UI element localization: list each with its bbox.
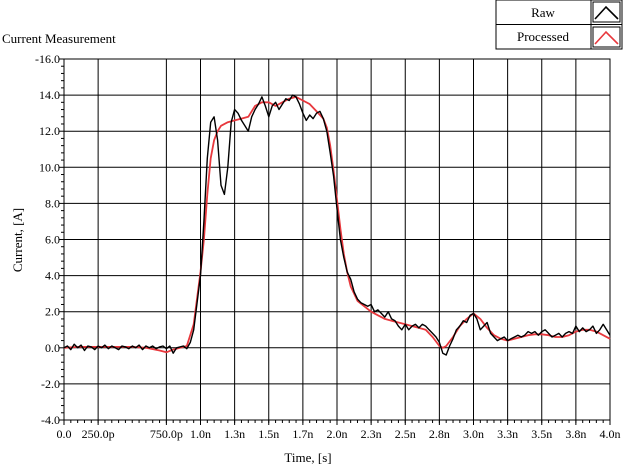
x-tick-label: 1.7n (292, 427, 313, 441)
y-tick-label: -2.0 (41, 377, 60, 391)
x-axis-label: Time, [s] (284, 450, 331, 465)
y-axis: -4.0 -2.0 0.0 2.0 4.0 6.0 8.0 10.0 12.0 14.0 -16.0 (35, 52, 64, 427)
x-tick-label: 3.5n (531, 427, 552, 441)
legend-swatch-processed (594, 30, 619, 45)
y-tick-label: 14.0 (39, 88, 60, 102)
y-tick-label: 8.0 (45, 196, 60, 210)
legend-item-raw[interactable]: Raw (531, 1, 621, 23)
legend-swatch-raw (594, 5, 619, 20)
x-tick-label: 0.0 (57, 427, 72, 441)
chart-title: Current Measurement (2, 31, 116, 46)
x-tick-label: 2.5n (395, 427, 416, 441)
y-tick-label: 2.0 (45, 305, 60, 319)
y-tick-label: 10.0 (39, 160, 60, 174)
x-tick-label: 3.0n (463, 427, 484, 441)
x-tick-label: 1.0n (190, 427, 211, 441)
y-tick-label: 6.0 (45, 233, 60, 247)
x-tick-label: 3.3n (497, 427, 518, 441)
y-tick-label: 0.0 (45, 341, 60, 355)
plot-series (63, 94, 611, 356)
x-tick-label: 2.8n (429, 427, 450, 441)
x-tick-label: 250.0p (82, 427, 115, 441)
y-tick-label: -16.0 (35, 52, 60, 66)
legend-item-processed[interactable]: Processed (517, 26, 621, 48)
legend[interactable]: Raw Processed (495, 0, 623, 50)
x-tick-label: 2.3n (361, 427, 382, 441)
x-axis: 0.0 250.0p 750.0p 1.0n 1.3n 1.5n 1.7n 2.0n 2.3n 2… (57, 420, 621, 441)
x-tick-label: 750.0p (150, 427, 183, 441)
y-tick-label: 4.0 (45, 269, 60, 283)
y-tick-label: -4.0 (41, 413, 60, 427)
x-tick-label: 1.3n (224, 427, 245, 441)
legend-label-raw: Raw (531, 5, 555, 20)
y-axis-label: Current, [A] (10, 208, 25, 272)
legend-swatch-box-raw (592, 1, 621, 23)
legend-swatch-box-processed (592, 26, 621, 48)
x-tick-label: 3.8n (565, 427, 586, 441)
series-line-raw (63, 94, 611, 356)
x-tick-label: 2.0n (327, 427, 348, 441)
y-tick-label: 12.0 (39, 124, 60, 138)
legend-label-processed: Processed (517, 29, 569, 44)
x-tick-label: 1.5n (258, 427, 279, 441)
x-tick-label: 4.0n (600, 427, 621, 441)
